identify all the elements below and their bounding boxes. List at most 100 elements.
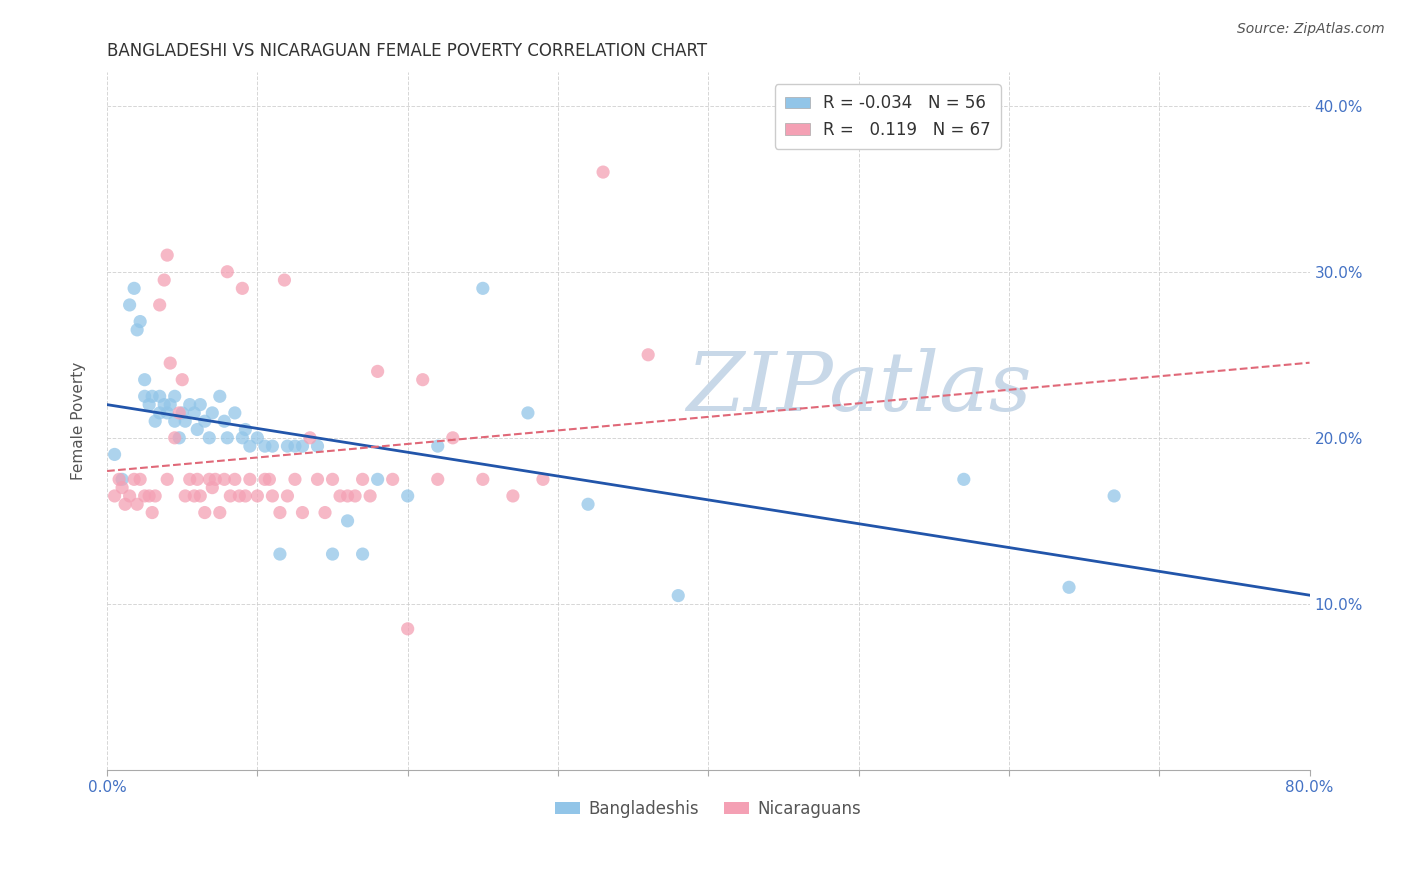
Point [336, 514, 359, 528]
Point [172, 373, 194, 387]
Text: BANGLADESHI VS NICARAGUAN FEMALE POVERTY CORRELATION CHART: BANGLADESHI VS NICARAGUAN FEMALE POVERTY… [107, 42, 707, 60]
Point [129, 314, 152, 328]
Point [228, 489, 250, 503]
Point [149, 298, 172, 312]
Point [239, 472, 262, 486]
Point [172, 406, 194, 420]
Point [359, 489, 381, 503]
Point [471, 472, 494, 486]
Point [269, 506, 291, 520]
Point [127, 323, 149, 337]
Point [159, 356, 181, 370]
Point [183, 489, 205, 503]
Point [167, 431, 190, 445]
Point [143, 489, 166, 503]
Point [276, 489, 298, 503]
Point [208, 506, 231, 520]
Point [194, 414, 217, 428]
Point [114, 497, 136, 511]
Point [322, 547, 344, 561]
Point [103, 447, 125, 461]
Point [224, 472, 246, 486]
Point [153, 273, 176, 287]
Point [214, 472, 236, 486]
Point [336, 489, 359, 503]
Point [122, 281, 145, 295]
Point [156, 472, 179, 486]
Point [314, 506, 336, 520]
Point [153, 398, 176, 412]
Point [253, 439, 276, 453]
Point [291, 506, 314, 520]
Point [134, 389, 156, 403]
Point [118, 298, 141, 312]
Point [138, 398, 160, 412]
Point [134, 489, 156, 503]
Point [122, 472, 145, 486]
Point [412, 373, 434, 387]
Point [329, 489, 352, 503]
Point [179, 472, 201, 486]
Point [576, 497, 599, 511]
Point [163, 389, 186, 403]
Point [352, 472, 374, 486]
Point [118, 489, 141, 503]
Legend: Bangladeshis, Nicaraguans: Bangladeshis, Nicaraguans [548, 793, 868, 824]
Point [291, 439, 314, 453]
Point [259, 472, 281, 486]
Point [1057, 580, 1080, 594]
Point [103, 489, 125, 503]
Point [273, 273, 295, 287]
Point [426, 472, 449, 486]
Point [516, 406, 538, 420]
Point [204, 472, 226, 486]
Point [246, 431, 269, 445]
Point [127, 497, 149, 511]
Point [201, 406, 224, 420]
Point [231, 431, 253, 445]
Point [239, 439, 262, 453]
Point [179, 398, 201, 412]
Point [352, 547, 374, 561]
Point [284, 472, 307, 486]
Point [217, 265, 239, 279]
Point [217, 431, 239, 445]
Point [219, 489, 242, 503]
Point [262, 489, 284, 503]
Point [262, 439, 284, 453]
Point [186, 472, 208, 486]
Point [141, 506, 163, 520]
Point [426, 439, 449, 453]
Point [269, 547, 291, 561]
Point [307, 439, 329, 453]
Point [201, 481, 224, 495]
Point [637, 348, 659, 362]
Point [198, 431, 221, 445]
Point [138, 489, 160, 503]
Point [111, 481, 134, 495]
Point [502, 489, 524, 503]
Point [159, 398, 181, 412]
Point [174, 414, 197, 428]
Point [183, 406, 205, 420]
Point [276, 439, 298, 453]
Point [284, 439, 307, 453]
Point [141, 389, 163, 403]
Point [188, 398, 211, 412]
Point [149, 406, 172, 420]
Point [163, 431, 186, 445]
Point [208, 389, 231, 403]
Point [1102, 489, 1125, 503]
Point [186, 423, 208, 437]
Y-axis label: Female Poverty: Female Poverty [72, 362, 86, 480]
Point [134, 373, 156, 387]
Point [214, 414, 236, 428]
Point [344, 489, 367, 503]
Point [246, 489, 269, 503]
Point [381, 472, 404, 486]
Point [666, 589, 689, 603]
Point [188, 489, 211, 503]
Point [471, 281, 494, 295]
Point [253, 472, 276, 486]
Point [198, 472, 221, 486]
